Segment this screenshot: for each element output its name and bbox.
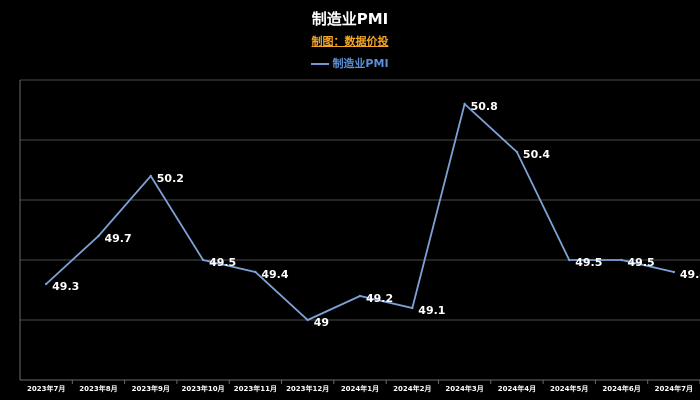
legend-label: 制造业PMI [332, 57, 389, 70]
data-label: 50.8 [471, 100, 498, 113]
x-tick-label: 2024年7月 [655, 384, 693, 393]
data-label: 49.3 [52, 280, 79, 293]
chart-legend: 制造业PMI [0, 55, 700, 71]
data-point [149, 174, 152, 178]
x-tick-label: 2023年11月 [234, 384, 277, 393]
data-point [672, 270, 676, 274]
data-label: 49 [314, 316, 329, 329]
x-tick-label: 2023年7月 [27, 384, 65, 393]
x-tick-label: 2024年5月 [550, 384, 588, 393]
x-tick-label: 2024年4月 [498, 384, 536, 393]
data-label: 50.4 [523, 148, 550, 161]
data-label: 49.2 [366, 292, 393, 305]
series-line [45, 102, 675, 322]
data-point [201, 258, 205, 262]
data-point [620, 258, 623, 262]
data-point [254, 270, 257, 274]
data-label: 49.5 [209, 256, 236, 269]
chart-title: 制造业PMI [311, 10, 389, 28]
data-label: 49.5 [575, 256, 602, 269]
data-point [515, 150, 519, 154]
data-label: 49.4 [680, 268, 700, 281]
data-point [463, 102, 466, 106]
x-tick-label: 2023年9月 [132, 384, 170, 393]
data-label: 49.5 [628, 256, 655, 269]
chart-subtitle-text: 制图：数据价投 [311, 35, 389, 48]
data-label: 49.7 [104, 232, 131, 245]
data-label: 50.2 [157, 172, 184, 185]
data-point [44, 282, 48, 286]
x-tick-label: 2024年6月 [602, 384, 640, 393]
x-tick-label: 2023年8月 [79, 384, 117, 393]
data-point [97, 234, 100, 238]
x-tick-label: 2023年12月 [286, 384, 329, 393]
x-tick-label: 2024年3月 [445, 384, 483, 393]
data-point [411, 306, 414, 310]
legend-swatch [311, 63, 330, 65]
x-tick-label: 2023年10月 [181, 384, 224, 393]
data-label: 49.1 [418, 304, 445, 317]
data-label: 49.4 [261, 268, 288, 281]
x-tick-label: 2024年1月 [341, 384, 379, 393]
chart-subtitle: 制图：数据价投 [0, 33, 700, 49]
data-point [358, 294, 362, 298]
data-point [306, 318, 309, 322]
data-point [568, 258, 571, 262]
x-tick-label: 2024年2月 [393, 384, 431, 393]
